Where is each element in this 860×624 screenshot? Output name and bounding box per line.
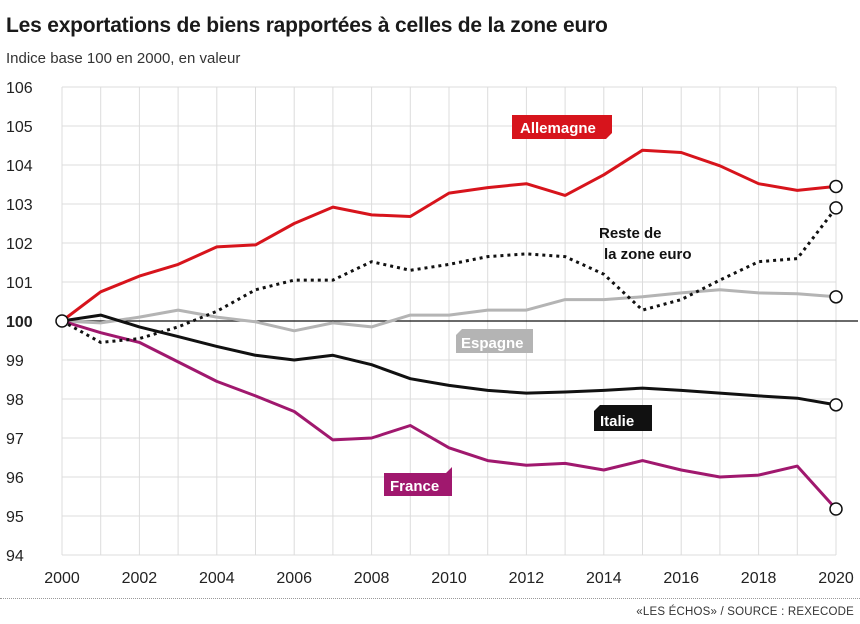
label-allemagne-box <box>512 115 612 139</box>
label-allemagne-text: Allemagne <box>520 120 596 137</box>
x-tick-label: 2004 <box>199 570 235 587</box>
footer-divider <box>0 598 860 599</box>
series-layer <box>60 148 838 511</box>
x-tick-label: 2020 <box>818 570 854 587</box>
series-line-allemagne <box>60 148 838 323</box>
line-chart: 94 95 96 97 98 99 100 101 102 103 104 105 106 2000 200… <box>6 80 858 587</box>
end-point-marker-italie <box>829 398 843 412</box>
label-italie-text: Italie <box>600 413 634 430</box>
label-france: France <box>384 467 452 496</box>
marker-layer <box>55 179 843 516</box>
label-france-text: France <box>390 478 439 495</box>
x-tick-label: 2010 <box>431 570 467 587</box>
chart-subtitle: Indice base 100 en 2000, en valeur <box>6 50 241 67</box>
series-line-france <box>60 319 838 511</box>
end-point-marker-espagne <box>829 290 843 304</box>
x-tick-label: 2008 <box>354 570 390 587</box>
x-tick-label: 2002 <box>122 570 158 587</box>
x-tick-label: 2016 <box>663 570 699 587</box>
y-tick-label: 102 <box>6 236 33 253</box>
y-tick-label: 97 <box>6 431 24 448</box>
label-espagne-text: Espagne <box>461 335 524 352</box>
label-layer: Allemagne Reste de la zone euro Espagne … <box>384 115 692 496</box>
y-tick-label: 98 <box>6 392 24 409</box>
label-italie-box <box>594 405 652 431</box>
axis-layer: 94 95 96 97 98 99 100 101 102 103 104 105 106 2000 200… <box>6 80 858 587</box>
start-point-marker <box>55 314 69 328</box>
label-reste-line2: la zone euro <box>604 246 692 263</box>
label-espagne-box <box>456 329 533 353</box>
x-tick-label: 2018 <box>741 570 777 587</box>
x-tick-label: 2000 <box>44 570 80 587</box>
y-tick-label: 95 <box>6 509 24 526</box>
y-tick-label: 99 <box>6 353 24 370</box>
y-tick-label: 94 <box>6 548 24 565</box>
y-tick-label: 106 <box>6 80 33 97</box>
label-reste: Reste de la zone euro <box>599 225 692 263</box>
x-tick-label: 2006 <box>276 570 312 587</box>
end-point-marker-france <box>829 502 843 516</box>
label-france-box <box>384 467 452 496</box>
y-tick-label: 100 <box>6 314 33 331</box>
series-line-italie <box>60 313 838 407</box>
end-point-marker-allemagne <box>829 179 843 194</box>
chart-title: Les exportations de biens rapportées à c… <box>6 14 608 37</box>
x-tick-label: 2014 <box>586 570 622 587</box>
y-tick-label: 104 <box>6 158 33 175</box>
label-allemagne: Allemagne <box>512 115 612 139</box>
source-credit: «LES ÉCHOS» / SOURCE : REXECODE <box>636 606 854 618</box>
label-italie: Italie <box>594 405 652 431</box>
label-espagne: Espagne <box>456 329 533 353</box>
label-reste-line1: Reste de <box>599 225 662 242</box>
y-tick-label: 103 <box>6 197 33 214</box>
end-point-marker-reste <box>829 201 843 215</box>
series-line-espagne <box>60 288 838 333</box>
y-tick-label: 96 <box>6 470 24 487</box>
y-tick-label: 101 <box>6 275 33 292</box>
y-tick-label: 105 <box>6 119 33 136</box>
x-tick-label: 2012 <box>509 570 545 587</box>
